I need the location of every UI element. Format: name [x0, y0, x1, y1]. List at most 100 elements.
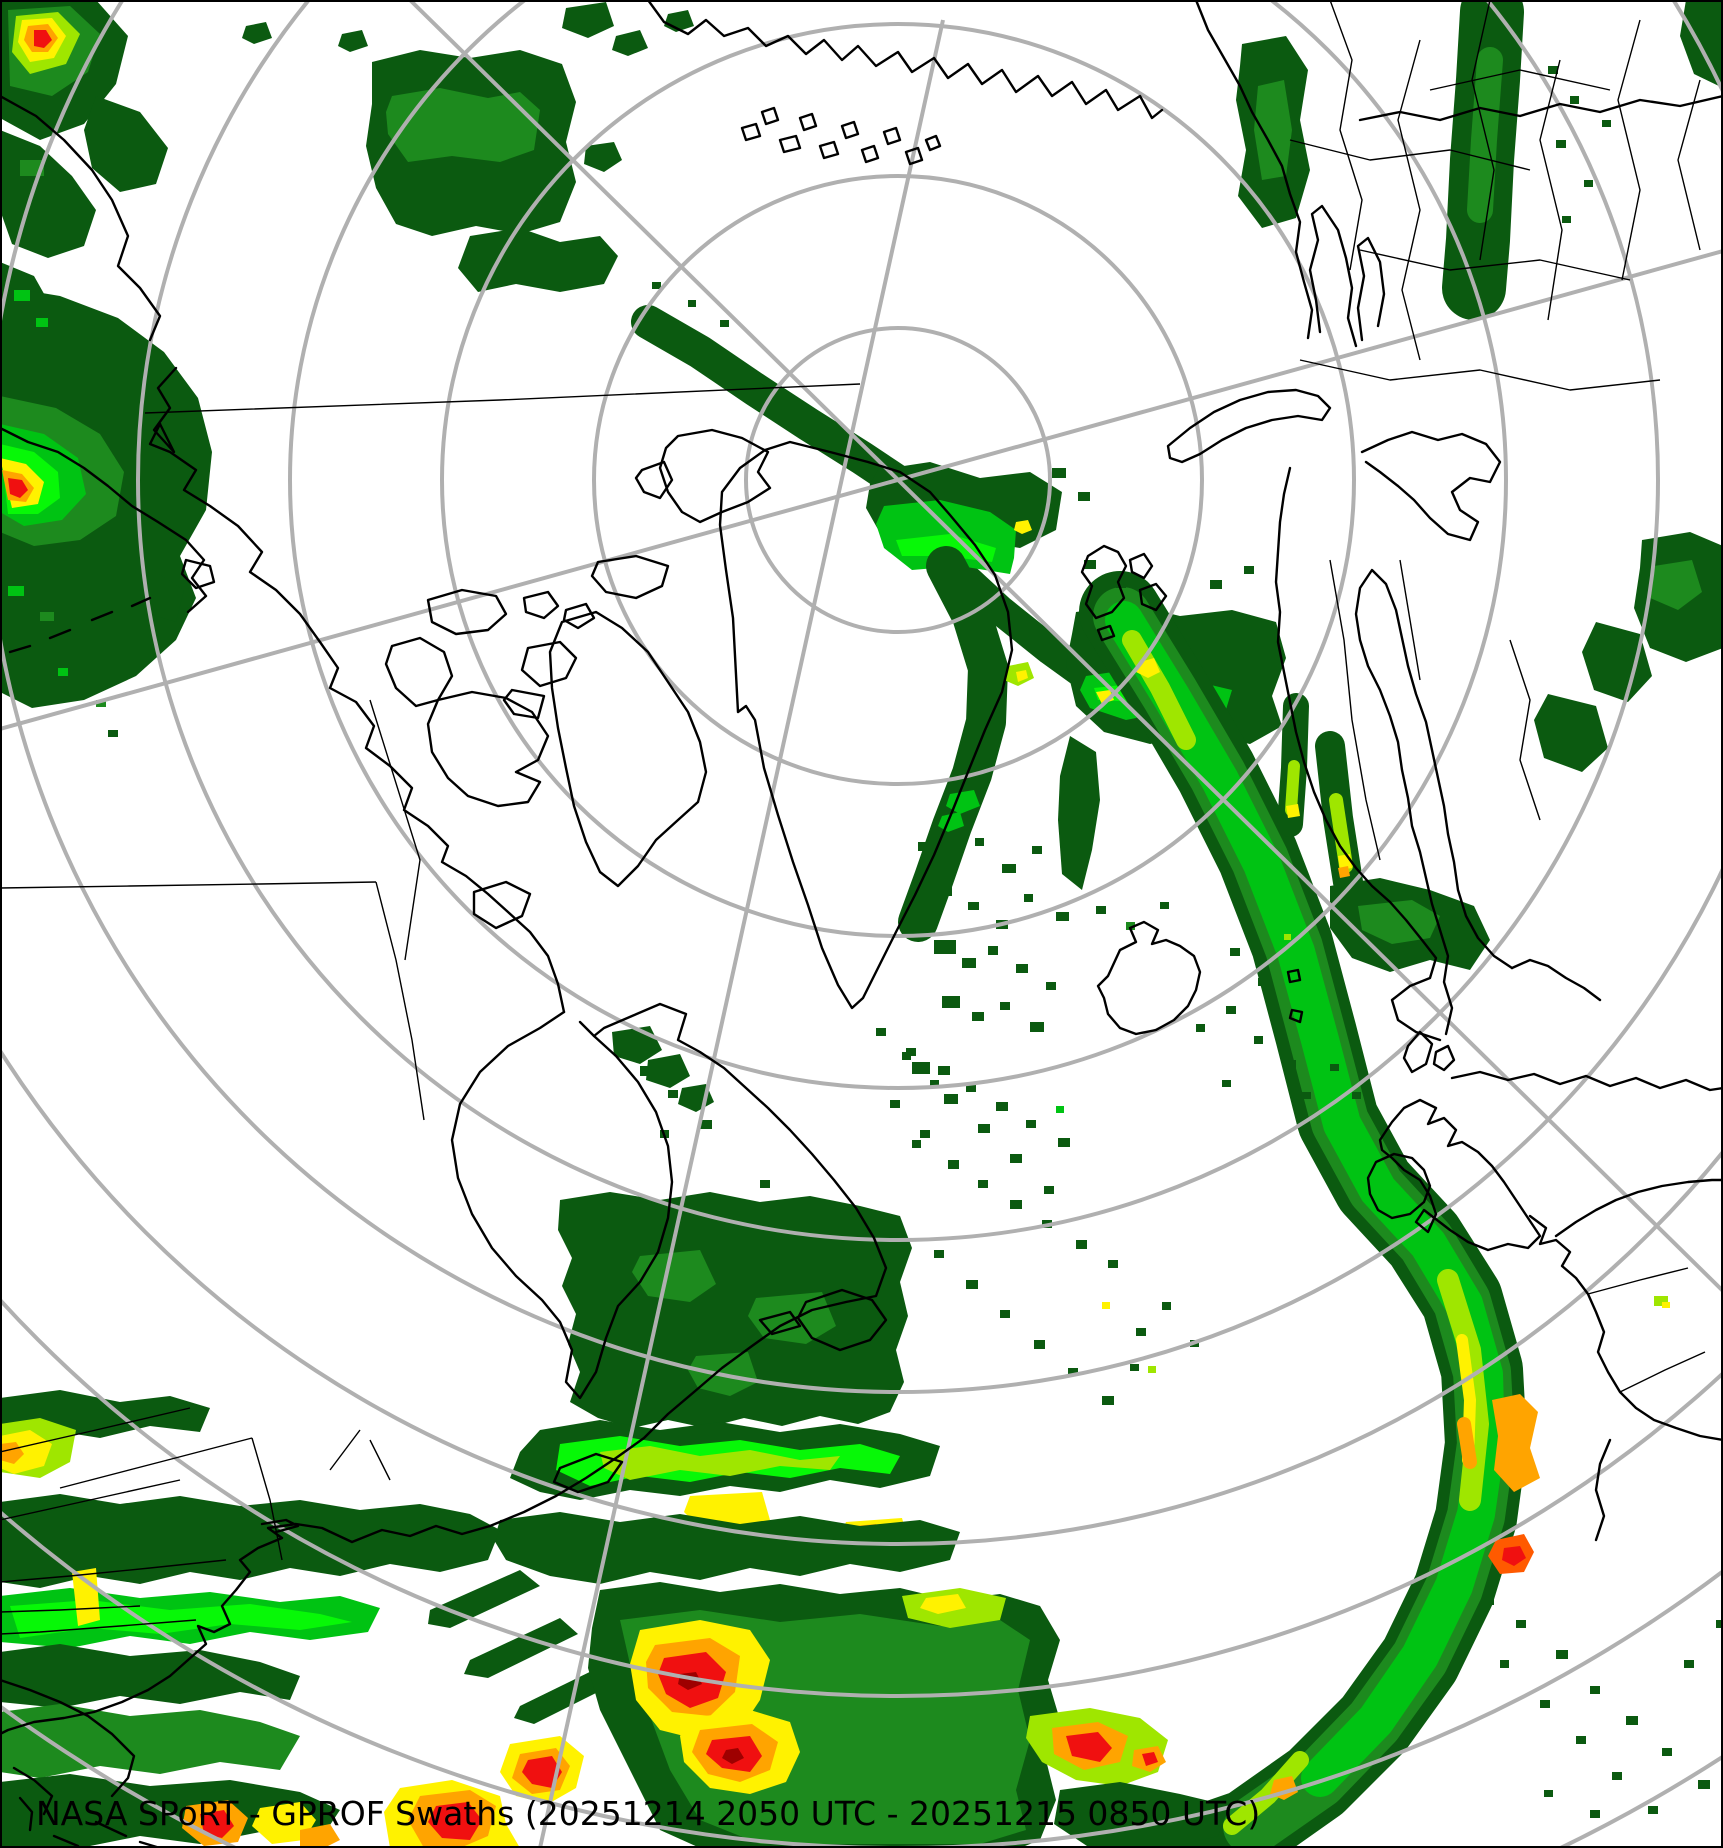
- precip-speckle: [84, 642, 102, 653]
- precip-speckle: [1034, 1340, 1045, 1349]
- precip-main-swath-orB: [1492, 1394, 1540, 1492]
- precip-speckle: [1136, 1328, 1146, 1336]
- border-ru2: [1397, 39, 1421, 361]
- border-prov-nwt-nunavut: [369, 699, 421, 961]
- precip-sw-bottom-or2: [300, 1824, 340, 1848]
- border-layer: [0, 0, 1706, 1635]
- precip-main-swath-rdC: [1502, 1546, 1526, 1566]
- border-prov-60n: [0, 881, 377, 889]
- border-ru9: [1299, 359, 1661, 391]
- border-state9: [369, 1439, 391, 1481]
- precip-speckle: [120, 668, 132, 676]
- precip-speckle: [1230, 948, 1240, 956]
- precip-speckle: [936, 886, 952, 896]
- precip-speckle: [938, 1066, 950, 1075]
- precip-speckle: [1046, 982, 1056, 990]
- precip-speckle: [1662, 1748, 1672, 1756]
- coast-denmark2: [1432, 1044, 1456, 1072]
- precip-speckle: [1016, 964, 1028, 973]
- coast-portugal-coast: [1594, 1438, 1612, 1542]
- precip-speckle: [966, 1084, 976, 1092]
- precip-speckle: [1010, 1200, 1022, 1209]
- precip-speckle: [1160, 902, 1169, 909]
- border-fin-rus: [1509, 639, 1541, 821]
- precip-topctr-med: [386, 88, 540, 162]
- coast-franz-josef5: [818, 140, 840, 160]
- border-state2: [59, 1437, 253, 1489]
- precip-speckle: [1030, 1022, 1044, 1032]
- coast-yamal-coast: [1194, 0, 1314, 340]
- precip-speckle: [1716, 1620, 1723, 1628]
- precip-speckle: [918, 842, 930, 851]
- precip-speckle: [1032, 846, 1042, 854]
- precip-sw-field: [0, 1494, 500, 1588]
- coast-gulf-of-finland: [1510, 958, 1602, 1002]
- precip-speckle: [968, 902, 979, 910]
- precip-top-bit2: [612, 30, 648, 56]
- latitude-circle: [0, 1296, 1723, 1698]
- precip-speckle: [1244, 566, 1254, 574]
- precip-stripe2: [464, 1618, 578, 1678]
- precip-speckle: [930, 1080, 939, 1087]
- precip-speckle: [86, 380, 106, 393]
- border-state8: [329, 1429, 361, 1471]
- precip-speckle: [1222, 1080, 1231, 1087]
- precip-speckle: [58, 348, 84, 364]
- coast-france-iberia-coast: [1528, 1214, 1723, 1442]
- coast-alaska-west: [152, 366, 178, 454]
- precip-labrador-med1: [632, 1250, 716, 1302]
- precip-speckle: [1056, 912, 1069, 921]
- border-ru4: [1539, 59, 1563, 321]
- precip-speckle: [1626, 1716, 1638, 1725]
- precip-speckle: [972, 1012, 984, 1021]
- precip-speckle: [1000, 1310, 1010, 1318]
- precip-speckle: [1096, 906, 1106, 914]
- border-ru3: [1471, 0, 1495, 261]
- border-ru10: [1429, 69, 1611, 91]
- precip-alaska-rd: [8, 478, 28, 498]
- precip-speckle: [902, 1052, 911, 1060]
- precip-speckle: [1148, 1366, 1156, 1373]
- coast-banks: [384, 636, 454, 708]
- precip-speckle: [1002, 864, 1016, 873]
- coast-ireland: [1366, 1152, 1432, 1220]
- precip-speckle: [720, 320, 729, 327]
- precip-band1-yg: [600, 1446, 840, 1480]
- precip-main-swath-bg: [1105, 601, 1505, 1797]
- coast-gulf-coast: [0, 1678, 136, 1798]
- precip-top-bit4: [242, 22, 272, 44]
- precip-speckle: [1662, 1302, 1670, 1308]
- precip-speckle: [1556, 1650, 1568, 1659]
- border-swe-fin: [1399, 559, 1421, 681]
- precip-speckle: [934, 1250, 944, 1258]
- precip-speckle: [890, 1100, 900, 1108]
- precip-speckle: [700, 1120, 712, 1129]
- precip-speckle: [14, 290, 30, 301]
- precip-storm5-rd: [1066, 1732, 1112, 1762]
- precip-speckle: [1084, 560, 1096, 569]
- precip-speckle: [108, 730, 118, 737]
- border-eur1: [1587, 1267, 1689, 1295]
- coast-franz-josef9: [904, 146, 924, 166]
- precip-speckle: [944, 1094, 958, 1104]
- coast-bahama3: [94, 1820, 128, 1838]
- coast-alaska-south: [0, 426, 208, 614]
- precip-speckle: [20, 690, 32, 698]
- coast-melville: [426, 588, 508, 636]
- border-nor-swe: [1329, 559, 1381, 861]
- coast-long-island: [260, 1518, 300, 1534]
- longitude-line: [538, 19, 945, 1848]
- coast-southampton: [472, 880, 532, 930]
- coast-us-east-coast: [0, 1522, 492, 1736]
- coast-franz-josef6: [840, 120, 860, 140]
- precip-speckle: [1210, 580, 1222, 589]
- map-caption: NASA SPoRT - GPROF Swaths (20251214 2050…: [36, 1794, 1261, 1833]
- coast-siberia-north-coast: [646, 0, 1164, 120]
- coast-faroe1: [1286, 968, 1302, 984]
- precip-norway-finger2-or: [1338, 866, 1350, 878]
- precip-speckle: [1130, 1364, 1139, 1371]
